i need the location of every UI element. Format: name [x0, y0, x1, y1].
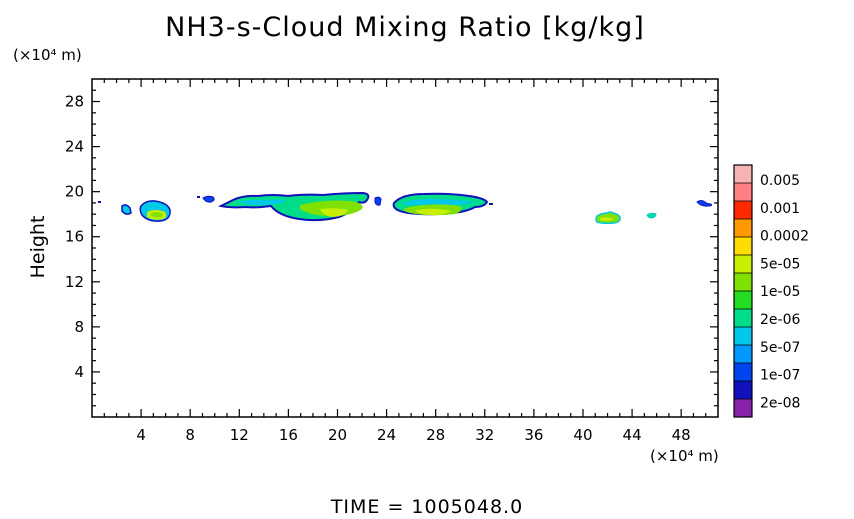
cloud-region [646, 212, 657, 219]
colorbar-label: 0.0002 [760, 229, 809, 245]
colorbar-swatch [734, 309, 752, 327]
colorbar: 0.005 0.001 0.0002 5e-05 1e-05 2e-06 5e-07 1e-0… [733, 164, 809, 418]
x-tick-label: 8 [185, 426, 195, 444]
colorbar-swatch [734, 201, 752, 219]
cloud-region [202, 195, 215, 203]
y-tick-label: 24 [65, 138, 84, 156]
colorbar-label: 0.005 [760, 173, 800, 189]
y-tick-label: 4 [74, 363, 84, 381]
y-tick-label: 8 [74, 318, 84, 336]
chart-title: NH3-s-Cloud Mixing Ratio [kg/kg] [165, 12, 645, 43]
x-tick-label: 20 [328, 426, 347, 444]
cloud-region [151, 212, 163, 218]
x-tick-label: 36 [524, 426, 543, 444]
time-footer: TIME = 1005048.0 [330, 496, 524, 518]
colorbar-swatch [734, 345, 752, 363]
y-tick-label: 28 [65, 93, 84, 111]
colorbar-swatch [734, 291, 752, 309]
colorbar-label: 1e-07 [760, 368, 800, 384]
colorbar-swatch [734, 219, 752, 237]
x-tick-label: 44 [623, 426, 642, 444]
y-axis-unit: (×10⁴ m) [13, 46, 82, 64]
y-tick-label: 12 [65, 273, 84, 291]
colorbar-swatch [734, 183, 752, 201]
cloud-region [121, 204, 132, 215]
x-tick-label: 48 [672, 426, 691, 444]
colorbar-label: 2e-08 [760, 395, 800, 411]
x-tick-label: 4 [136, 426, 146, 444]
colorbar-label: 0.001 [760, 201, 800, 217]
x-tick-label: 40 [573, 426, 592, 444]
cloud-region [374, 196, 382, 206]
x-tick-label: 16 [279, 426, 298, 444]
colorbar-swatch [734, 363, 752, 381]
plot-frame [91, 78, 719, 418]
x-tick-label: 32 [475, 426, 494, 444]
colorbar-label: 5e-05 [760, 256, 800, 272]
colorbar-swatch [734, 255, 752, 273]
colorbar-swatch [734, 165, 752, 183]
cloud-region [489, 203, 493, 205]
y-tick-label: 20 [65, 183, 84, 201]
x-tick-label: 28 [426, 426, 445, 444]
colorbar-swatch [734, 327, 752, 345]
x-axis-unit: (×10⁴ m) [650, 447, 719, 465]
cloud-region [600, 217, 614, 221]
x-tick-label: 24 [377, 426, 396, 444]
colorbar-label: 1e-05 [760, 284, 800, 300]
x-tick-label: 12 [230, 426, 249, 444]
colorbar-swatch [734, 273, 752, 291]
colorbar-swatch [734, 237, 752, 255]
cloud-region [238, 199, 285, 206]
colorbar-swatch [734, 399, 752, 417]
colorbar-swatch [734, 381, 752, 399]
cloud-region [197, 196, 200, 198]
cloud-region [415, 208, 451, 215]
cloud-region [98, 201, 101, 203]
cloud-regions [98, 191, 713, 225]
cloud-region [696, 200, 713, 207]
y-tick-label: 16 [65, 228, 84, 246]
cloud-region [320, 208, 348, 217]
cloud-region [400, 198, 475, 206]
colorbar-label: 5e-07 [760, 340, 800, 356]
colorbar-label: 2e-06 [760, 312, 800, 328]
